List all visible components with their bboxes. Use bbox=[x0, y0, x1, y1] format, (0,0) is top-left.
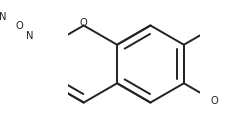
Text: O: O bbox=[80, 18, 88, 28]
Text: N: N bbox=[26, 31, 33, 41]
Text: N: N bbox=[0, 12, 7, 22]
Text: O: O bbox=[210, 96, 218, 106]
Text: O: O bbox=[16, 21, 24, 31]
